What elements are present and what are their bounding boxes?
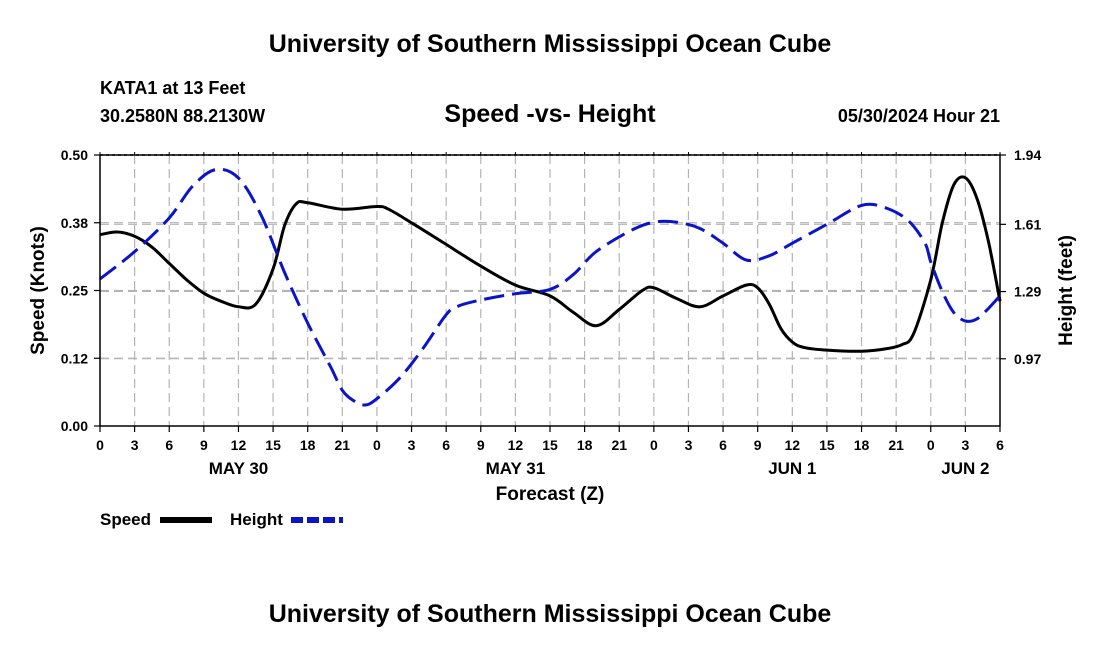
x-tick-label: 15	[265, 437, 281, 453]
station-label: KATA1 at 13 Feet	[100, 78, 246, 98]
x-tick-label: 18	[300, 437, 316, 453]
x-axis-title: Forecast (Z)	[496, 484, 605, 505]
y-axis-title: Speed (Knots)	[28, 226, 49, 355]
x-tick-label: 9	[754, 437, 762, 453]
x-tick-label: 21	[888, 437, 904, 453]
y2-tick-label: 1.29	[1014, 284, 1041, 300]
y2-tick-label: 1.94	[1014, 147, 1041, 163]
speed-series-line	[99, 175, 1002, 353]
page-title: University of Southern Mississippi Ocean…	[268, 30, 832, 58]
legend-height-label: Height	[230, 510, 283, 529]
station-coordinates: 30.2580N 88.2130W	[100, 106, 266, 126]
y-tick-label: 0.25	[61, 283, 88, 299]
y-tick-label: 0.50	[61, 147, 88, 163]
x-tick-label: 3	[685, 437, 693, 453]
y-tick-label: 0.00	[61, 418, 88, 434]
y-tick-label: 0.38	[61, 215, 88, 231]
x-tick-label: 6	[442, 437, 450, 453]
series	[99, 167, 1002, 407]
x-tick-label: 3	[961, 437, 969, 453]
x-tick-label: 18	[577, 437, 593, 453]
x-tick-label: 12	[508, 437, 524, 453]
axes: 0 3 6 9 12 15 18 21 0 3 6 9 12 15 18 21 0 3 6 9 12 15 18 21 0 3 6 M…	[61, 147, 1042, 478]
x-tick-label: 12	[785, 437, 801, 453]
legend: Speed Height	[100, 510, 343, 529]
forecast-timestamp: 05/30/2024 Hour 21	[837, 106, 1000, 126]
x-tick-label: 3	[408, 437, 416, 453]
x-tick-label: 21	[611, 437, 627, 453]
x-tick-label: 21	[335, 437, 351, 453]
x-tick-label: 0	[96, 437, 104, 453]
x-tick-label: 0	[927, 437, 935, 453]
date-label: JUN 1	[768, 459, 816, 478]
date-label: JUN 2	[941, 459, 989, 478]
x-tick-label: 9	[200, 437, 208, 453]
x-tick-label: 0	[373, 437, 381, 453]
footer-title: University of Southern Mississippi Ocean…	[268, 600, 832, 628]
y-tick-label: 0.12	[61, 350, 88, 366]
y2-tick-label: 0.97	[1014, 351, 1041, 367]
date-label: MAY 31	[486, 459, 546, 478]
legend-speed-label: Speed	[100, 510, 151, 529]
chart-title: Speed -vs- Height	[444, 100, 656, 128]
x-tick-label: 6	[996, 437, 1004, 453]
y2-axis-title: Height (feet)	[1056, 235, 1077, 346]
x-tick-label: 9	[477, 437, 485, 453]
grid	[100, 155, 1000, 426]
x-tick-label: 18	[854, 437, 870, 453]
x-tick-label: 12	[231, 437, 247, 453]
x-tick-label: 15	[542, 437, 558, 453]
x-tick-label: 3	[131, 437, 139, 453]
x-tick-label: 6	[719, 437, 727, 453]
x-tick-label: 6	[165, 437, 173, 453]
y2-tick-label: 1.61	[1014, 216, 1041, 232]
date-label: MAY 30	[209, 459, 269, 478]
x-tick-label: 0	[650, 437, 658, 453]
height-series-line	[99, 167, 1002, 407]
x-tick-label: 15	[819, 437, 835, 453]
